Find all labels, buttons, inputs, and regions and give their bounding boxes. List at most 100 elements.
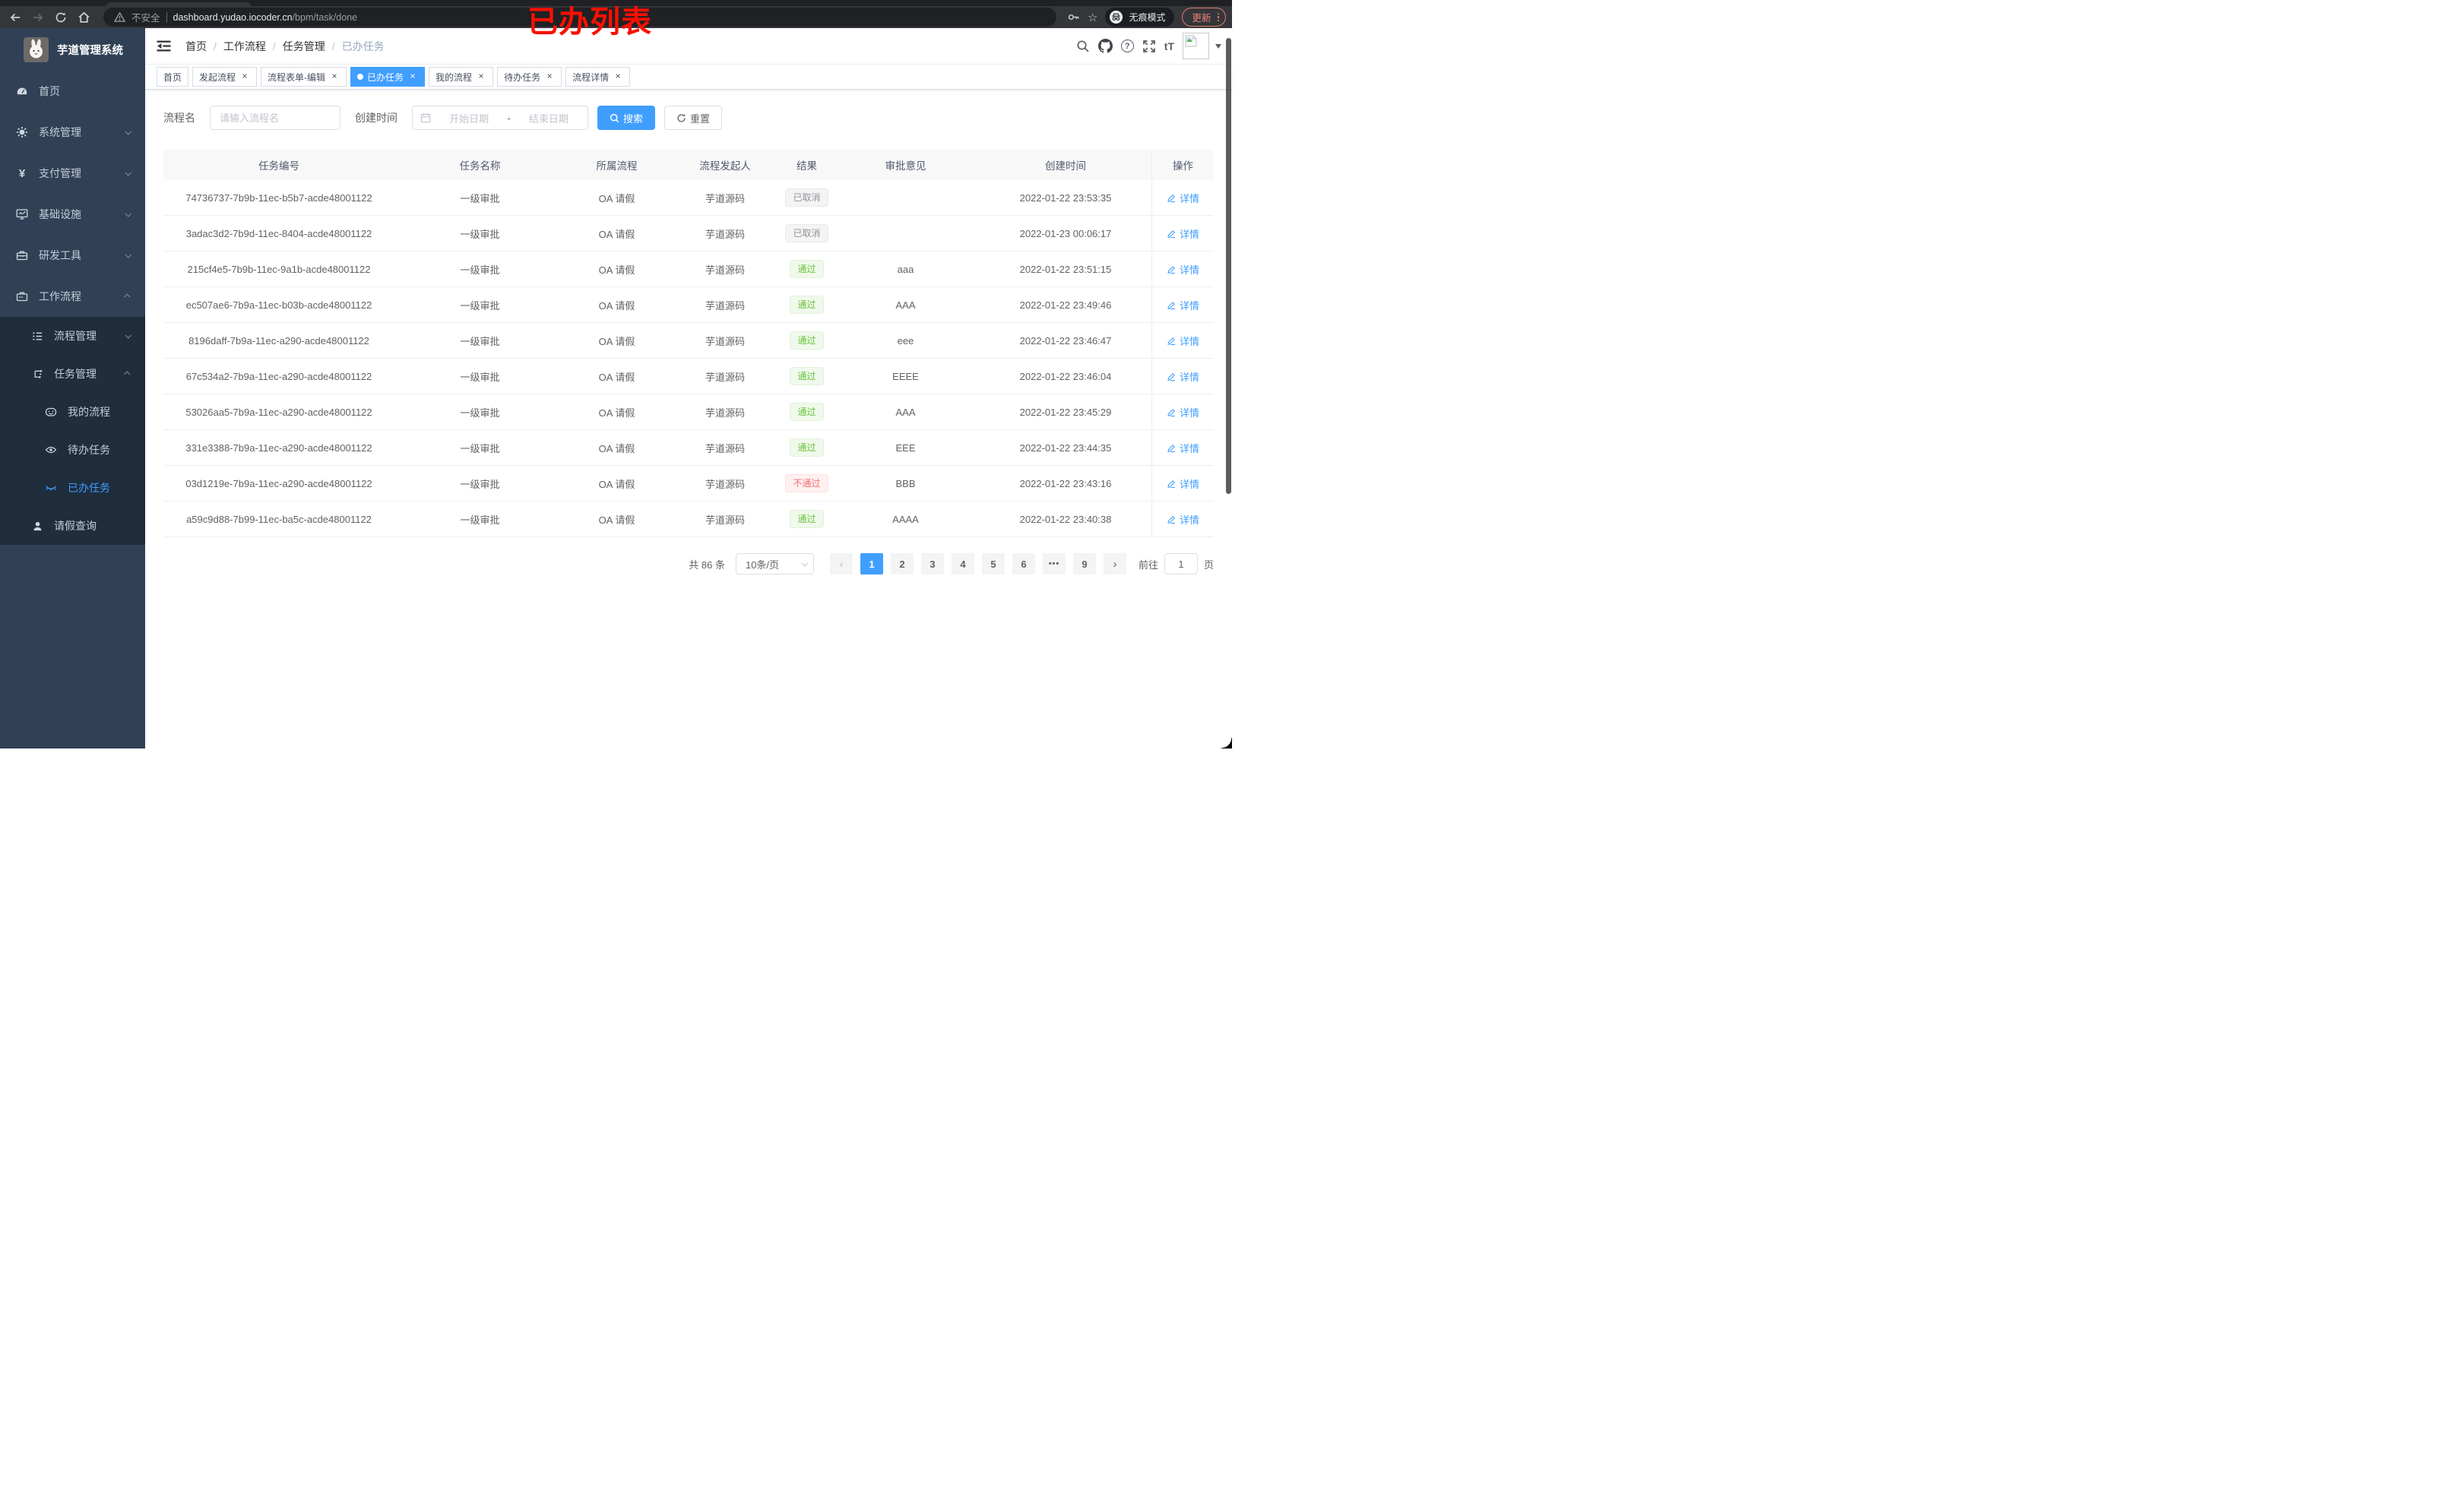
close-icon[interactable]: × [546,71,553,81]
github-link[interactable] [1097,39,1113,53]
sidebar-item-leave-query[interactable]: 请假查询 [0,507,145,545]
sidebar-item-devtools[interactable]: 研发工具 [0,235,145,276]
forward-button[interactable] [29,8,47,27]
page-button[interactable]: 1 [860,553,883,574]
done-task-table: 任务编号 任务名称 所属流程 流程发起人 结果 审批意见 创建时间 操作 747… [163,150,1214,537]
back-button[interactable] [6,8,24,27]
home-button[interactable] [74,8,93,27]
reset-button[interactable]: 重置 [664,106,723,130]
page-button[interactable]: 4 [951,553,974,574]
sidebar-item-process-mgmt[interactable]: 流程管理 [0,317,145,355]
page-button[interactable]: 9 [1072,553,1096,574]
result-tag: 通过 [790,510,824,528]
cell-comment: eee [897,334,914,347]
tab-done-task[interactable]: 已办任务 × [350,67,426,87]
detail-link[interactable]: 详情 [1167,512,1199,527]
result-tag: 通过 [790,260,824,278]
key-icon[interactable] [1067,11,1080,24]
detail-link[interactable]: 详情 [1167,441,1199,455]
cell-task-id: 215cf4e5-7b9b-11ec-9a1b-acde48001122 [187,263,371,275]
detail-link[interactable]: 详情 [1167,262,1199,277]
sidebar-item-my-process[interactable]: 我的流程 [0,393,145,431]
sidebar-item-task-mgmt[interactable]: 任务管理 [0,355,145,393]
cell-actions: 详情 [1151,323,1214,358]
close-icon[interactable]: × [410,71,416,81]
table-row: 3adac3d2-7b9d-11ec-8404-acde48001122 一级审… [163,216,1214,252]
sidebar-item-label: 请假查询 [54,520,97,532]
more-pages-button[interactable]: ••• [1042,553,1066,574]
breadcrumb-item[interactable]: 首页 [185,40,207,52]
cell-process: OA 请假 [598,192,635,204]
header-search-button[interactable] [1076,40,1090,53]
tab-todo-task[interactable]: 待办任务 × [497,67,562,87]
cell-result: 通过 [782,502,831,536]
sidebar-item-done-task[interactable]: 已办任务 [0,469,145,507]
tab-start-process[interactable]: 发起流程 × [192,67,258,87]
update-button[interactable]: 更新 [1182,8,1226,27]
edit-icon [1167,408,1175,416]
url-bar[interactable]: 不安全 dashboard.yudao.iocoder.cn/bpm/task/… [103,8,1057,27]
breadcrumb-item[interactable]: 工作流程 [223,40,266,52]
page-button[interactable]: 5 [981,553,1005,574]
detail-link[interactable]: 详情 [1167,298,1199,312]
cell-create-time: 2022-01-22 23:49:46 [1019,299,1112,311]
breadcrumb-item[interactable]: 任务管理 [282,40,325,52]
close-icon[interactable]: × [242,71,248,81]
page-button[interactable]: 6 [1012,553,1035,574]
cell-task-id: 53026aa5-7b9a-11ec-a290-acde48001122 [185,406,372,418]
detail-link[interactable]: 详情 [1167,226,1199,241]
sidebar-item-home[interactable]: 首页 [0,71,145,112]
result-tag: 已取消 [785,188,828,207]
cell-result: 通过 [782,287,831,322]
sidebar-item-todo-task[interactable]: 待办任务 [0,431,145,469]
close-icon[interactable]: × [478,71,484,81]
fullscreen-button[interactable] [1142,40,1156,53]
cell-task-id: 8196daff-7b9a-11ec-a290-acde48001122 [188,334,369,347]
chevron-down-icon [125,169,131,176]
app-logo[interactable]: 芋道管理系统 [0,28,145,71]
reload-button[interactable] [52,8,70,27]
page-button[interactable]: 3 [920,553,944,574]
date-range-picker[interactable]: 开始日期 - 结束日期 [412,106,588,130]
page-scrollbar[interactable] [1226,38,1231,494]
font-size-icon[interactable]: tT [1164,40,1174,52]
task-tree-icon [30,369,44,380]
table-row: ec507ae6-7b9a-11ec-b03b-acde48001122 一级审… [163,287,1214,323]
sidebar-item-infra[interactable]: 基础设施 [0,194,145,235]
detail-link[interactable]: 详情 [1167,369,1199,384]
tab-form-edit[interactable]: 流程表单-编辑 × [261,67,347,87]
bookmark-star-icon[interactable]: ☆ [1088,11,1098,24]
sidebar-item-system[interactable]: 系统管理 [0,112,145,153]
next-page-button[interactable]: › [1103,553,1126,574]
sidebar-item-workflow[interactable]: 工作流程 [0,276,145,317]
detail-link[interactable]: 详情 [1167,405,1199,419]
avatar[interactable] [1183,33,1209,59]
close-icon[interactable]: × [331,71,337,81]
detail-link[interactable]: 详情 [1167,334,1199,348]
sidebar-fold-button[interactable] [157,40,173,52]
prev-page-button[interactable]: ‹ [829,553,853,574]
avatar-caret-icon[interactable] [1215,43,1221,49]
jump-page-input[interactable] [1164,553,1198,574]
tab-my-process[interactable]: 我的流程 × [429,67,494,87]
edit-icon [1167,194,1175,202]
cell-starter: 芋道源码 [705,192,745,204]
process-name-input[interactable] [210,106,340,130]
tab-home[interactable]: 首页 [157,67,189,87]
browser-tab[interactable] [106,2,251,6]
cell-create-time: 2022-01-22 23:53:35 [1019,191,1112,204]
sidebar-item-pay[interactable]: ¥ 支付管理 [0,153,145,194]
cell-comment: BBB [895,477,916,489]
search-button[interactable]: 搜索 [597,106,656,130]
detail-link[interactable]: 详情 [1167,476,1199,491]
tab-process-detail[interactable]: 流程详情 × [565,67,631,87]
detail-link[interactable]: 详情 [1167,191,1199,205]
help-button[interactable]: ? [1120,40,1134,52]
dashboard-icon [15,85,29,97]
more-vertical-icon[interactable] [1217,12,1219,22]
cell-task-name: 一级审批 [460,514,500,526]
page-button[interactable]: 2 [890,553,914,574]
close-icon[interactable]: × [615,71,621,81]
sidebar-item-label: 支付管理 [39,167,81,179]
page-size-select[interactable]: 10条/页 [735,553,814,574]
